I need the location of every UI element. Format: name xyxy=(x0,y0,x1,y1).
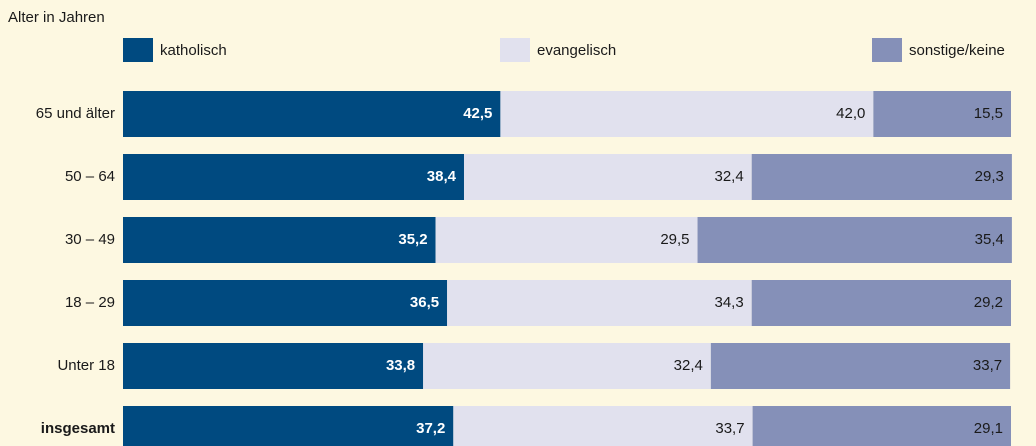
value-label: 32,4 xyxy=(715,168,744,185)
bar-segment xyxy=(500,91,874,137)
value-label: 42,5 xyxy=(463,105,492,122)
bar-segment xyxy=(123,406,454,446)
value-label: 33,7 xyxy=(715,420,744,437)
value-label: 29,5 xyxy=(660,231,689,248)
bar-segment xyxy=(435,217,698,263)
bar-segment xyxy=(423,343,711,389)
bar-segment xyxy=(710,343,1011,389)
bar-segment xyxy=(752,406,1011,446)
bar-segment xyxy=(123,217,436,263)
value-label: 34,3 xyxy=(715,294,744,311)
category-label: 18 – 29 xyxy=(65,294,115,311)
value-label: 33,8 xyxy=(386,357,415,374)
value-label: 29,2 xyxy=(974,294,1003,311)
bar-segment xyxy=(697,217,1012,263)
bar-segment xyxy=(123,91,501,137)
category-label: 50 – 64 xyxy=(65,168,115,185)
value-label: 15,5 xyxy=(974,105,1003,122)
value-label: 35,4 xyxy=(975,231,1004,248)
legend-label: katholisch xyxy=(160,42,227,59)
value-label: 36,5 xyxy=(410,294,439,311)
value-label: 42,0 xyxy=(836,105,865,122)
legend-swatch xyxy=(500,38,530,62)
value-label: 33,7 xyxy=(973,357,1002,374)
category-label: Unter 18 xyxy=(57,357,115,374)
category-label: 30 – 49 xyxy=(65,231,115,248)
bar-segment xyxy=(463,154,752,200)
bar-segment xyxy=(873,91,1011,137)
value-label: 35,2 xyxy=(398,231,427,248)
value-label: 38,4 xyxy=(427,168,457,185)
bar-segment xyxy=(123,154,464,200)
chart-title: Alter in Jahren xyxy=(8,9,105,26)
bar-segment xyxy=(453,406,753,446)
legend-label: sonstige/keine xyxy=(909,42,1005,59)
value-label: 37,2 xyxy=(416,420,445,437)
legend-swatch xyxy=(123,38,153,62)
bar-segment xyxy=(751,154,1012,200)
legend-label: evangelisch xyxy=(537,42,616,59)
category-label: insgesamt xyxy=(41,420,115,437)
category-label: 65 und älter xyxy=(36,105,115,122)
value-label: 29,1 xyxy=(974,420,1003,437)
value-label: 29,3 xyxy=(975,168,1004,185)
value-label: 32,4 xyxy=(674,357,703,374)
legend-swatch xyxy=(872,38,902,62)
bar-segment xyxy=(447,280,752,326)
bar-segment xyxy=(123,280,448,326)
bar-segment xyxy=(123,343,424,389)
bar-segment xyxy=(751,280,1011,326)
